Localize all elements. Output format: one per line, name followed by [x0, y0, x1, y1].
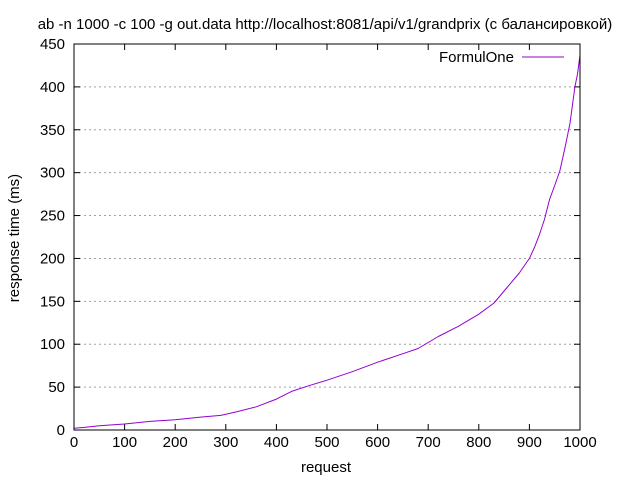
chart-title: ab -n 1000 -c 100 -g out.data http://loc…	[38, 16, 613, 33]
y-tick-label: 200	[40, 250, 65, 267]
x-tick-label: 500	[314, 434, 339, 451]
y-tick-label: 150	[40, 293, 65, 310]
y-tick-label: 50	[48, 379, 65, 396]
legend-label-formulone: FormulOne	[439, 49, 514, 66]
legend: FormulOne	[439, 49, 564, 66]
y-tick-label: 400	[40, 79, 65, 96]
plot-frame	[73, 43, 581, 431]
axis-ticks: 0 50 100 150 200 250 300 350 400 450 0 100 200 300 400…	[40, 36, 597, 451]
grid-lines	[74, 86, 580, 388]
y-tick-label: 250	[40, 208, 65, 225]
x-tick-label: 600	[365, 434, 390, 451]
x-tick-label: 800	[466, 434, 491, 451]
y-tick-label: 100	[40, 336, 65, 353]
y-tick-label: 350	[40, 122, 65, 139]
x-tick-label: 700	[416, 434, 441, 451]
x-tick-label: 300	[213, 434, 238, 451]
series-line-formulone	[73, 55, 581, 429]
x-tick-label: 1000	[563, 434, 596, 451]
x-tick-label: 200	[163, 434, 188, 451]
x-tick-label: 400	[264, 434, 289, 451]
x-tick-label: 100	[112, 434, 137, 451]
x-tick-label: 0	[70, 434, 78, 451]
y-tick-label: 450	[40, 36, 65, 53]
y-axis-label: response time (ms)	[6, 174, 23, 302]
x-axis-label: request	[301, 459, 352, 476]
x-tick-label: 900	[517, 434, 542, 451]
y-tick-label: 300	[40, 165, 65, 182]
y-tick-label: 0	[57, 422, 65, 439]
series-layer	[73, 55, 581, 429]
